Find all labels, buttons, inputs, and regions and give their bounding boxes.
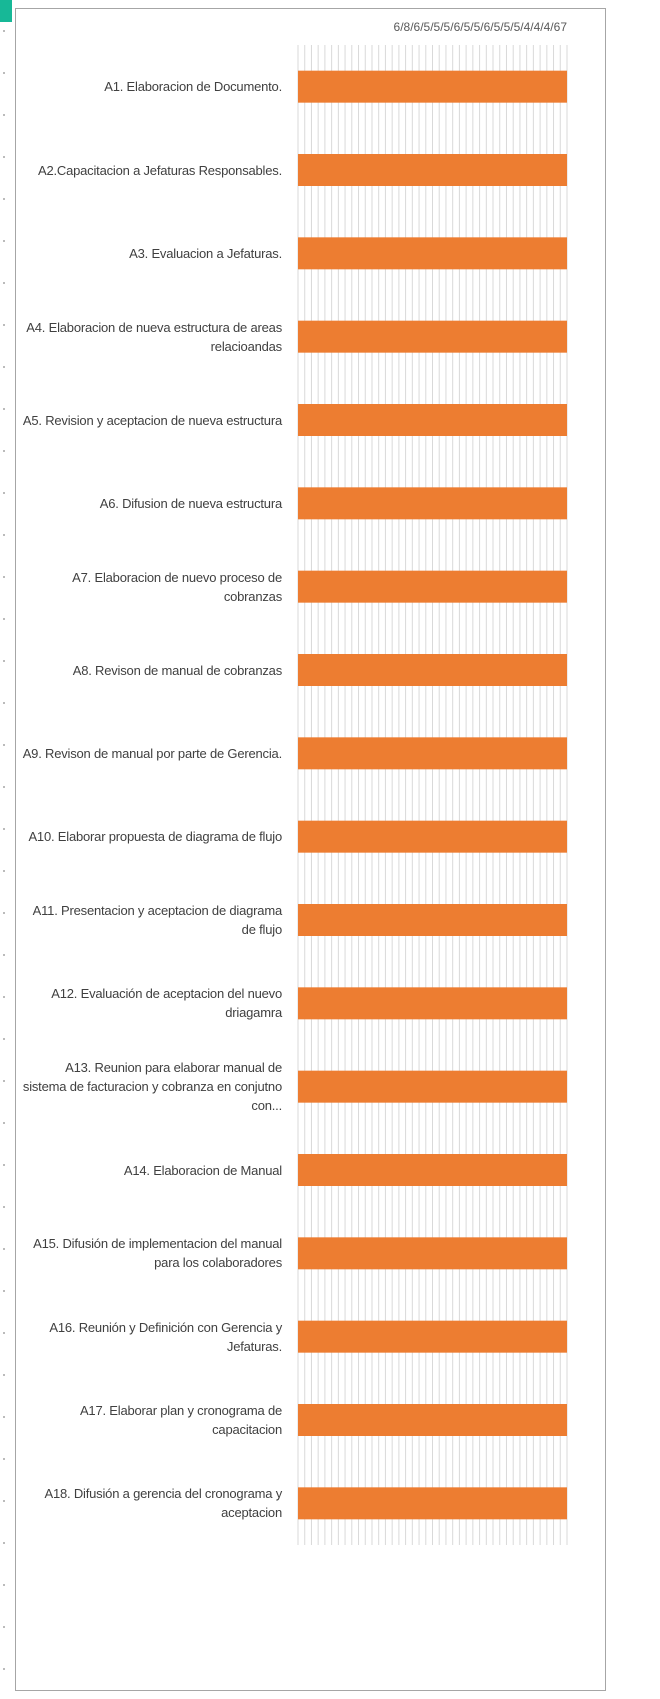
bar <box>298 987 567 1020</box>
bar <box>298 737 567 770</box>
y-tick-label: A15. Difusión de implementacion del manu… <box>33 1236 282 1271</box>
y-tick-label: A3. Evaluacion a Jefaturas. <box>129 245 282 261</box>
bar <box>298 154 567 186</box>
bar <box>298 320 567 353</box>
bar <box>298 904 567 936</box>
bar <box>298 820 567 853</box>
y-tick-label: A18. Difusión a gerencia del cronograma … <box>44 1486 283 1521</box>
y-tick-label: A5. Revision y aceptacion de nueva estru… <box>22 412 282 428</box>
x-axis-annotation: 6/8/6/5/5/5/6/5/5/6/5/5/5/4/4/4/67 <box>394 20 568 34</box>
bar <box>298 1487 567 1520</box>
y-tick-label: A1. Elaboracion de Documento. <box>104 79 282 95</box>
y-tick-label: A6. Difusion de nueva estructura <box>99 495 282 511</box>
bar <box>298 70 567 103</box>
y-tick-label: A14. Elaboracion de Manual <box>123 1162 282 1178</box>
bar <box>298 1237 567 1270</box>
y-tick-label: A4. Elaboracion de nueva estructura de a… <box>26 319 282 354</box>
y-tick-label: A7. Elaboracion de nuevo proceso de cobr… <box>72 569 282 604</box>
y-tick-label: A16. Reunión y Definición con Gerencia y… <box>49 1319 282 1354</box>
bar <box>298 1320 567 1353</box>
bar <box>298 1404 567 1436</box>
bar <box>298 1154 567 1186</box>
bar <box>298 1070 567 1103</box>
bar <box>298 654 567 686</box>
cell-marker <box>0 0 12 22</box>
y-tick-label: A2.Capacitacion a Jefaturas Responsables… <box>37 162 282 178</box>
y-tick-label: A17. Elaborar plan y cronograma de capac… <box>79 1403 282 1437</box>
y-tick-label: A13. Reunion para elaborar manual de sis… <box>22 1060 282 1114</box>
y-tick-label: A11. Presentacion y aceptacion de diagra… <box>32 903 283 937</box>
y-tick-label: A9. Revison de manual por parte de Geren… <box>22 745 283 761</box>
y-tick-label: A8. Revison de manual de cobranzas <box>72 662 282 678</box>
bar <box>298 487 567 520</box>
bar <box>298 237 567 270</box>
bar <box>298 404 567 436</box>
y-tick-label: A12. Evaluación de aceptacion del nuevo … <box>51 986 282 1021</box>
y-tick-label: A10. Elaborar propuesta de diagrama de f… <box>28 829 282 845</box>
bar <box>298 570 567 603</box>
